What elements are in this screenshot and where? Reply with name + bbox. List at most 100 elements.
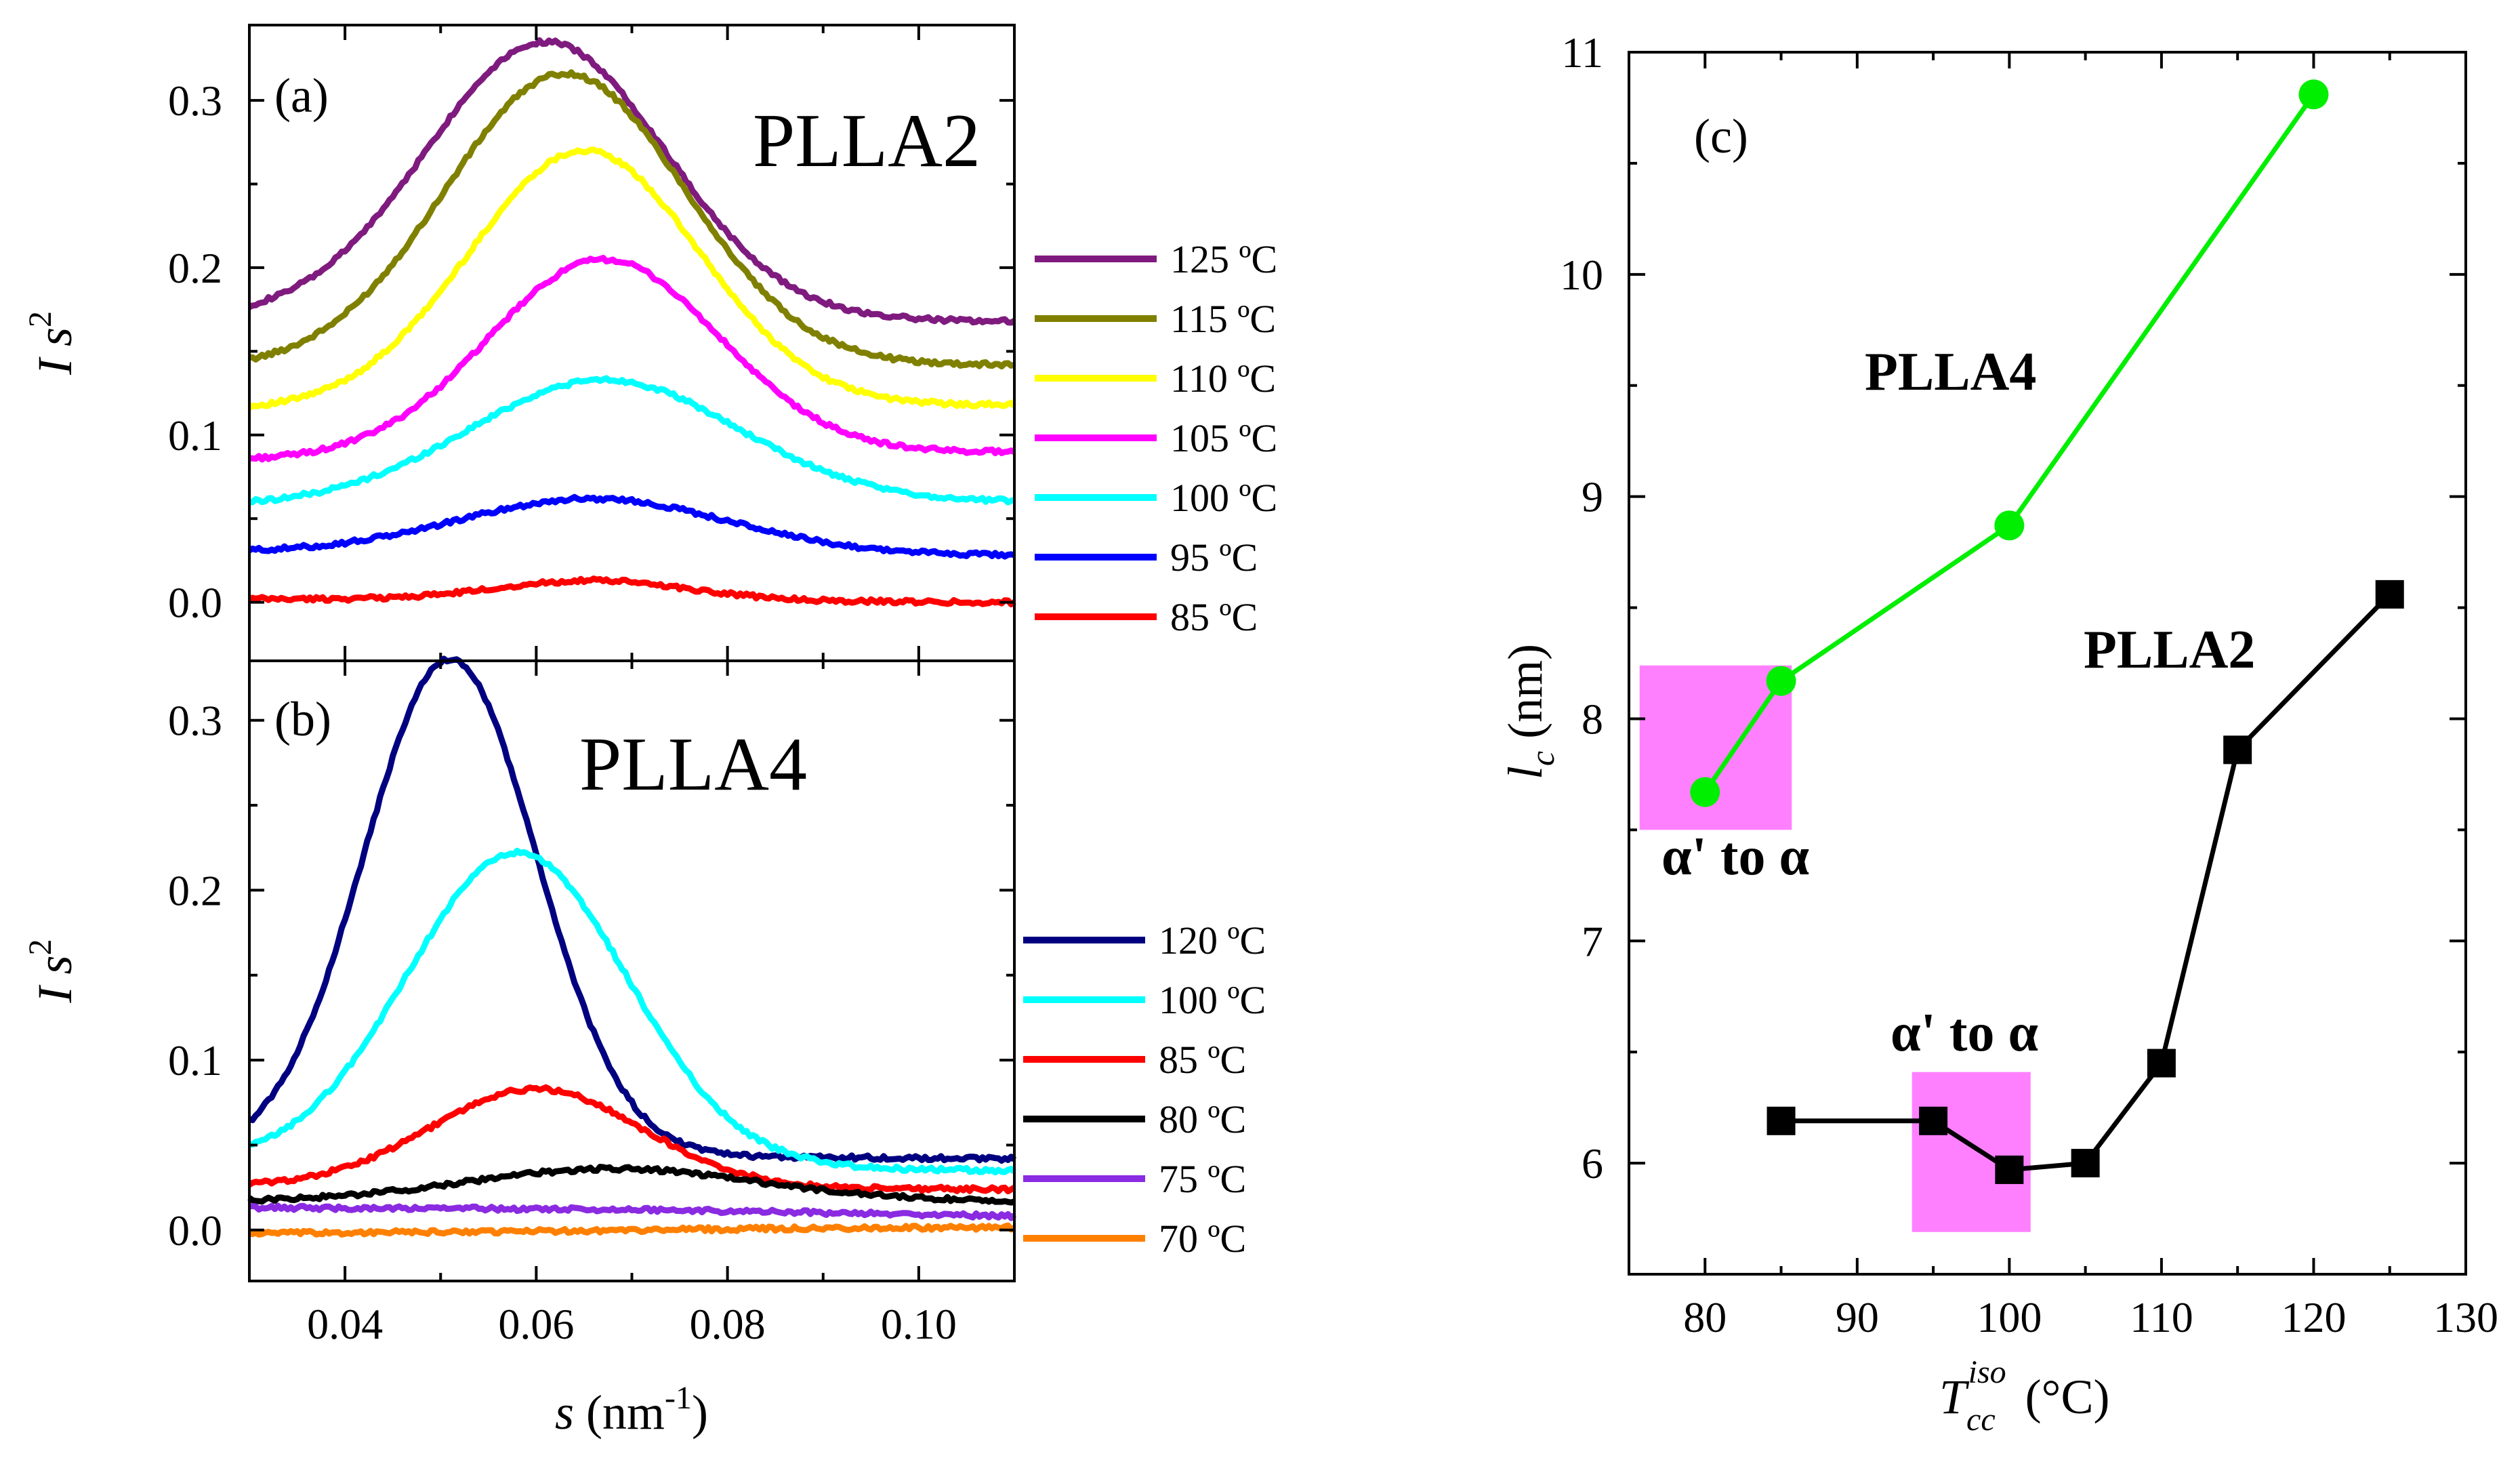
transition-highlight-box [1912, 1072, 2031, 1232]
y-tick-label: 0.3 [168, 697, 222, 745]
x-tick-label: 0.06 [498, 1300, 574, 1348]
y-axis-title: I s2 [22, 939, 82, 1004]
panel-label: (b) [274, 692, 331, 746]
y-tick-label: 10 [1560, 251, 1603, 299]
legend-label: 75 ºC [1159, 1157, 1246, 1201]
annotation-label: α' to α [1661, 827, 1809, 887]
series-line-125C [247, 37, 1016, 326]
series-line-plla4 [1703, 93, 2316, 794]
y-tick-label: 8 [1582, 695, 1603, 743]
x-tick-label: 0.08 [690, 1300, 766, 1348]
legend-label: 80 ºC [1159, 1097, 1246, 1141]
y-tick-label: 0.1 [168, 1036, 222, 1084]
data-point-plla2 [1767, 1106, 1796, 1135]
data-point-plla2 [2071, 1149, 2100, 1178]
series-line-85C [249, 575, 1016, 608]
x-tick-label: 0.10 [881, 1300, 957, 1348]
legend-label: 95 ºC [1170, 535, 1258, 580]
legend-label: 85 ºC [1159, 1038, 1246, 1082]
y-axis-title-sup: 2 [22, 939, 58, 956]
data-point-plla2 [2375, 580, 2404, 609]
y-axis-title-sub: c [1523, 751, 1561, 766]
y-tick-label: 6 [1582, 1139, 1603, 1187]
y-axis-title: lc (nm) [1498, 644, 1561, 779]
y-axis-title-unit: (nm) [1498, 644, 1552, 751]
y-tick-label: 9 [1582, 473, 1603, 521]
series-line-85C [247, 1084, 1016, 1195]
x-axis-title: Tcc iso (°C) [1939, 1354, 2109, 1438]
y-tick-label: 0.1 [168, 411, 222, 460]
legend-label: 120 ºC [1159, 918, 1266, 962]
panel-label: (c) [1694, 109, 1748, 163]
panel-b-saxs-plla4: 0.0 0.1 0.2 0.3 0.04 0.06 0.08 0.10 (b) PLLA4 I s2… [22, 655, 1266, 1440]
x-axis-title: s (nm-1) [555, 1380, 708, 1440]
x-tick-label: 120 [2281, 1293, 2346, 1341]
panel-c-lamellar-thickness: 6 7 8 9 10 11 80 90 100 110 120 130 (c) PLLA4 PLLA2 α' … [1498, 28, 2498, 1438]
series-line-75C [249, 1202, 1017, 1221]
x-axis-title-T: T [1939, 1370, 1970, 1424]
y-tick-label: 0.0 [168, 1206, 222, 1255]
x-axis-title-unit: (°C) [2013, 1370, 2110, 1424]
data-point-plla2 [1995, 1155, 2024, 1184]
legend-label: 85 ºC [1170, 595, 1258, 639]
data-point-plla4 [1766, 666, 1796, 696]
series-line-70C [249, 1222, 1016, 1238]
y-axis-title: I s2 [22, 311, 82, 375]
series-line-115C [249, 69, 1016, 370]
panel-title: PLLA2 [753, 99, 980, 183]
series-line-95C [247, 493, 1016, 560]
legend-label: 110 ºC [1170, 357, 1276, 401]
legend-label: 100 ºC [1159, 978, 1266, 1022]
series-line-110C [247, 146, 1017, 411]
x-axis-title-s: s [555, 1385, 574, 1440]
y-tick-label: 7 [1582, 917, 1603, 965]
x-tick-label: 130 [2433, 1293, 2498, 1341]
x-tick-label: 90 [1836, 1293, 1879, 1341]
legend-label: 100 ºC [1170, 476, 1277, 520]
panel-label: (a) [274, 68, 329, 123]
y-tick-label: 11 [1561, 28, 1603, 77]
y-axis-title-sup: 2 [22, 311, 58, 327]
x-axis-title-unit: (nm [574, 1385, 665, 1440]
data-point-plla4 [1690, 777, 1720, 807]
y-axis-title-I: I s [28, 956, 82, 1004]
series-line-105C [249, 255, 1016, 463]
x-axis-title-sub: cc [1966, 1402, 1996, 1438]
y-tick-label: 0.0 [168, 579, 222, 627]
y-tick-label: 0.2 [168, 244, 222, 292]
series-line-plla2 [1781, 592, 2392, 1173]
x-tick-label: 100 [1977, 1293, 2042, 1341]
series-line-100C [249, 847, 1016, 1176]
y-axis-title-I: I s [28, 327, 82, 375]
x-tick-label: 80 [1683, 1293, 1727, 1341]
panel-a-saxs-plla2: 0.0 0.1 0.2 0.3 (a) PLLA2 I s2 125 ºC 115 ºC 110 … [22, 24, 1277, 662]
annotation-label: α' to α [1891, 1003, 2038, 1063]
y-axis-title-l: l [1498, 766, 1552, 779]
series-line-120C [248, 655, 1017, 1164]
legend-label: 105 ºC [1170, 416, 1277, 460]
data-point-plla4 [1994, 510, 2025, 541]
data-point-plla2 [1919, 1106, 1948, 1135]
data-point-plla2 [2147, 1049, 2176, 1078]
legend-label: 125 ºC [1170, 237, 1277, 281]
data-point-plla2 [2223, 735, 2252, 765]
data-point-plla4 [2298, 79, 2329, 110]
series-label-plla2: PLLA2 [2084, 620, 2255, 680]
x-axis-title-exp: -1 [665, 1380, 692, 1416]
series-line-100C [249, 375, 1016, 506]
legend-label: 70 ºC [1159, 1217, 1246, 1261]
series-label-plla4: PLLA4 [1865, 342, 2036, 402]
transition-highlight-box [1639, 665, 1792, 830]
legend-label: 115 ºC [1170, 297, 1276, 341]
y-tick-label: 0.3 [168, 77, 222, 125]
y-tick-label: 0.2 [168, 866, 222, 914]
plot-frame [1628, 51, 2467, 1276]
x-tick-label: 110 [2130, 1293, 2193, 1341]
x-axis-title-close: ) [692, 1385, 708, 1440]
x-tick-label: 0.04 [307, 1300, 383, 1348]
series-line-80C [247, 1164, 1016, 1206]
panel-title: PLLA4 [579, 723, 807, 807]
x-axis-title-sup: iso [1968, 1354, 2006, 1390]
